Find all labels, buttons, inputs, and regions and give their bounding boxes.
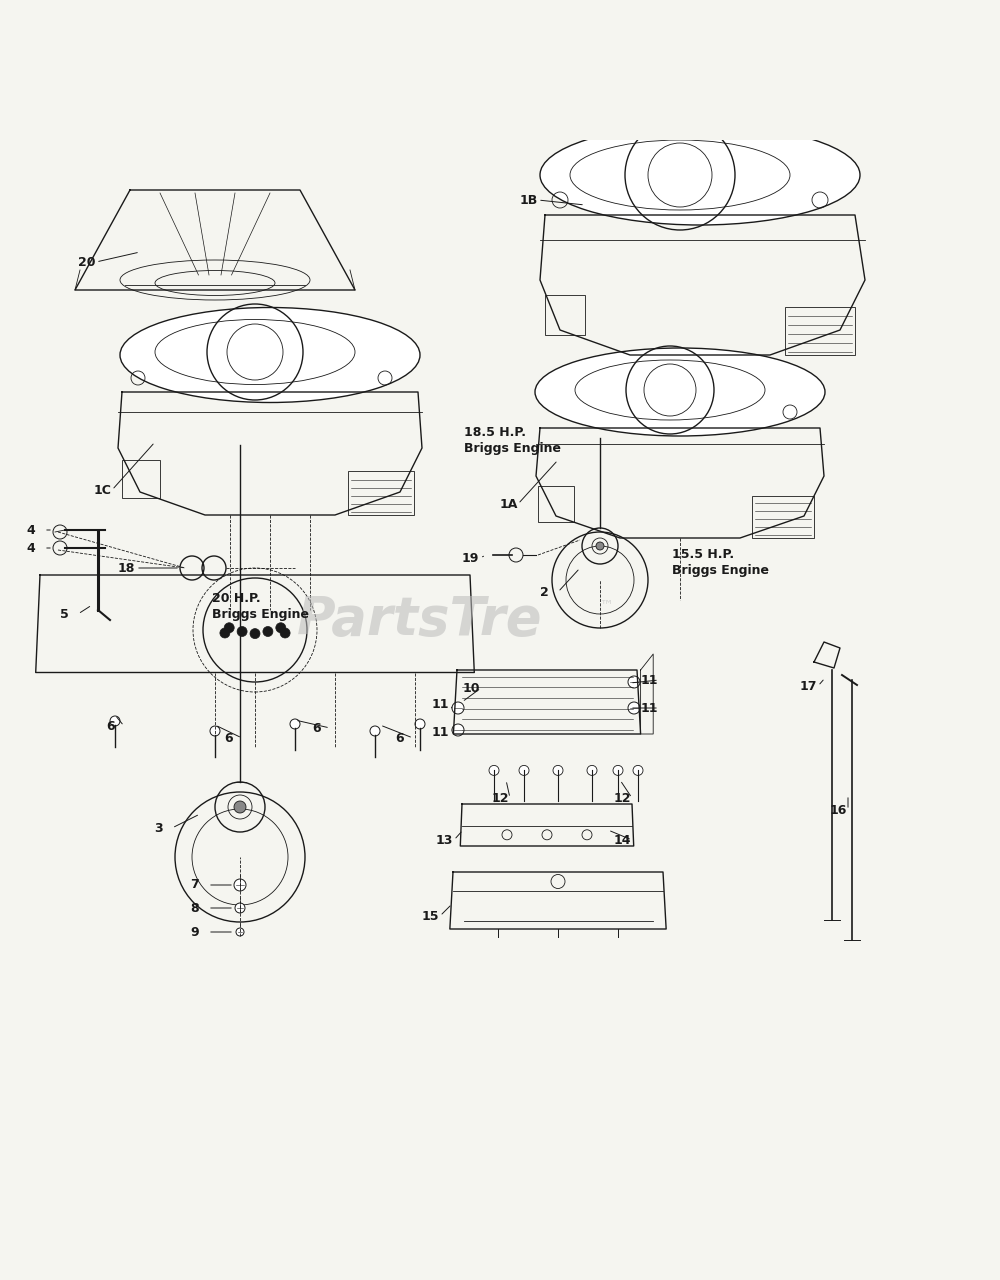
Text: 18: 18 — [118, 562, 135, 575]
Text: 6: 6 — [106, 719, 115, 732]
Text: 6: 6 — [224, 731, 233, 745]
Text: 11: 11 — [641, 701, 658, 714]
Circle shape — [250, 628, 260, 639]
Circle shape — [489, 765, 499, 776]
Text: 7: 7 — [190, 878, 199, 891]
Text: Briggs Engine: Briggs Engine — [672, 564, 769, 577]
Text: 1A: 1A — [500, 498, 518, 511]
Bar — [122, 460, 160, 498]
Text: 3: 3 — [154, 822, 163, 835]
Circle shape — [234, 879, 246, 891]
Circle shape — [452, 701, 464, 714]
Text: 14: 14 — [614, 833, 632, 846]
Text: 16: 16 — [830, 804, 847, 817]
Text: 18.5 H.P.: 18.5 H.P. — [464, 426, 526, 439]
Ellipse shape — [540, 125, 860, 225]
Circle shape — [633, 765, 643, 776]
Circle shape — [628, 676, 640, 689]
Text: 17: 17 — [800, 680, 818, 692]
Text: 4: 4 — [26, 524, 35, 536]
Text: 1B: 1B — [520, 193, 538, 206]
Circle shape — [628, 701, 640, 714]
Bar — [545, 294, 585, 335]
Text: Briggs Engine: Briggs Engine — [464, 442, 561, 454]
Text: 20: 20 — [78, 256, 96, 269]
Circle shape — [370, 726, 380, 736]
Circle shape — [237, 626, 247, 636]
Text: 11: 11 — [641, 673, 658, 686]
Circle shape — [519, 765, 529, 776]
Circle shape — [234, 801, 246, 813]
Text: 6: 6 — [312, 722, 321, 735]
Circle shape — [280, 628, 290, 637]
Text: ™: ™ — [600, 598, 614, 612]
Text: 15.5 H.P.: 15.5 H.P. — [672, 548, 734, 561]
Circle shape — [276, 623, 286, 632]
Text: 4: 4 — [26, 541, 35, 554]
Text: PartsTre: PartsTre — [297, 594, 543, 646]
Text: 2: 2 — [540, 585, 549, 599]
Circle shape — [236, 928, 244, 936]
Text: 12: 12 — [492, 791, 510, 805]
Bar — [752, 495, 814, 538]
Ellipse shape — [120, 307, 420, 402]
Circle shape — [110, 716, 120, 726]
Text: 15: 15 — [422, 910, 440, 923]
Circle shape — [587, 765, 597, 776]
Circle shape — [235, 902, 245, 913]
Circle shape — [224, 623, 234, 632]
Circle shape — [415, 719, 425, 730]
Text: 10: 10 — [463, 681, 480, 695]
Text: 20 H.P.: 20 H.P. — [212, 591, 261, 605]
Text: 1C: 1C — [94, 484, 112, 497]
Bar — [538, 486, 574, 522]
Circle shape — [553, 765, 563, 776]
Text: 13: 13 — [436, 833, 453, 846]
Circle shape — [596, 541, 604, 550]
Circle shape — [613, 765, 623, 776]
Bar — [348, 471, 414, 515]
Circle shape — [220, 628, 230, 637]
Text: 12: 12 — [614, 791, 632, 805]
Text: 19: 19 — [462, 552, 479, 564]
Text: 11: 11 — [432, 726, 450, 739]
Text: 8: 8 — [190, 901, 199, 914]
Text: 6: 6 — [395, 731, 404, 745]
Bar — [785, 307, 855, 355]
Text: Briggs Engine: Briggs Engine — [212, 608, 309, 621]
Text: 9: 9 — [190, 925, 199, 938]
Text: 5: 5 — [60, 608, 69, 621]
Circle shape — [263, 626, 273, 636]
Ellipse shape — [535, 348, 825, 436]
Text: 11: 11 — [432, 699, 450, 712]
Circle shape — [210, 726, 220, 736]
Circle shape — [452, 724, 464, 736]
Circle shape — [290, 719, 300, 730]
